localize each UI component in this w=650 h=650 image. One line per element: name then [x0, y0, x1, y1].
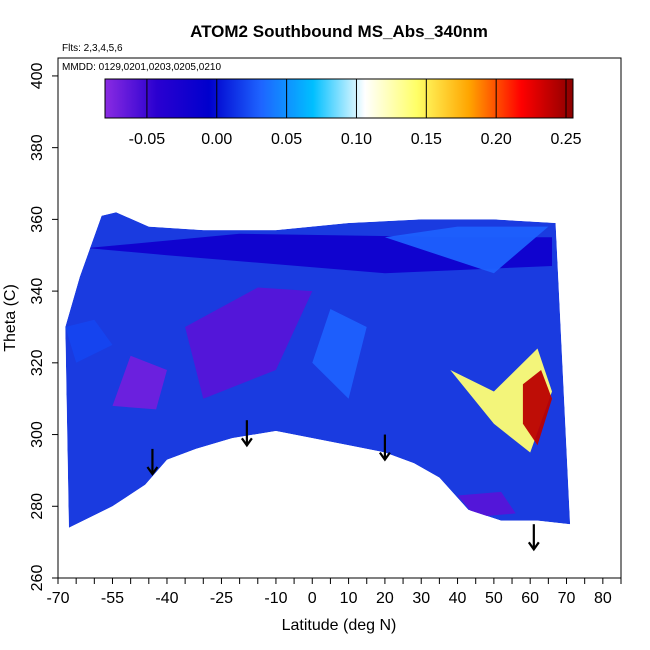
x-tick-label: 80	[594, 590, 612, 607]
x-tick-label: -55	[101, 590, 124, 607]
x-tick-label: 40	[449, 590, 467, 607]
x-tick-label: 20	[376, 590, 394, 607]
y-tick-label: 300	[29, 421, 46, 448]
heat-region-low-mid	[185, 287, 313, 399]
x-tick-label: 50	[485, 590, 503, 607]
plot-frame	[57, 57, 622, 579]
x-tick-label: 70	[558, 590, 576, 607]
flights-label: Flts: 2,3,4,5,6	[62, 43, 123, 54]
heat-region-mid-center	[312, 309, 367, 399]
arrow-marker	[146, 448, 159, 476]
heat-region-mid-left	[65, 319, 113, 363]
chart-title: ATOM2 Southbound MS_Abs_340nm	[190, 22, 488, 41]
colorbar-tick-label: -0.05	[129, 131, 166, 148]
y-tick-label: 360	[29, 206, 46, 233]
colorbar: -0.05 0.00 0.05 0.10 0.15 0.20 0.25	[104, 78, 582, 148]
colorbar-tick-label: 0.20	[481, 131, 512, 148]
arrow-marker	[379, 434, 391, 462]
y-tick-label: 400	[29, 62, 46, 89]
heat-region-mid-upper	[384, 226, 549, 274]
arrow-markers	[146, 420, 540, 552]
heat-region-max-core	[522, 370, 552, 446]
colorbar-tick-label: 0.25	[550, 131, 581, 148]
y-tick-label: 380	[29, 134, 46, 161]
heatmap-field	[65, 212, 571, 528]
y-tick-label: 340	[29, 278, 46, 305]
x-tick-label: -10	[264, 590, 287, 607]
colorbar-gradient	[104, 78, 574, 119]
heat-region-low-right	[457, 491, 516, 517]
data-envelope	[65, 212, 571, 528]
colorbar-tick-label: 0.00	[201, 131, 232, 148]
colorbar-tick-label: 0.05	[271, 131, 302, 148]
y-axis: 260 280 300 320 340 360 380 400	[29, 62, 58, 591]
y-axis-label: Theta (C)	[2, 284, 19, 352]
x-axis: -70 -55 -40 -25 -10 0 10 20 30 40 50 60 70 80	[46, 578, 622, 607]
y-tick-label: 260	[29, 565, 46, 592]
colorbar-tick-label: 0.15	[411, 131, 442, 148]
x-tick-label: 30	[412, 590, 430, 607]
arrow-marker	[240, 420, 253, 448]
arrow-marker	[527, 524, 540, 552]
y-tick-label: 280	[29, 493, 46, 520]
x-axis-label: Latitude (deg N)	[282, 617, 397, 634]
y-tick-label: 320	[29, 349, 46, 376]
colorbar-tick-label: 0.10	[341, 131, 372, 148]
x-tick-label: 10	[340, 590, 358, 607]
x-tick-label: -40	[155, 590, 178, 607]
x-tick-label: -70	[46, 590, 69, 607]
x-tick-label: 60	[521, 590, 539, 607]
heat-region-low-left	[112, 355, 167, 410]
dates-label: MMDD: 0129,0201,0203,0205,0210	[62, 62, 221, 73]
x-tick-label: -25	[210, 590, 233, 607]
x-tick-label: 0	[308, 590, 317, 607]
